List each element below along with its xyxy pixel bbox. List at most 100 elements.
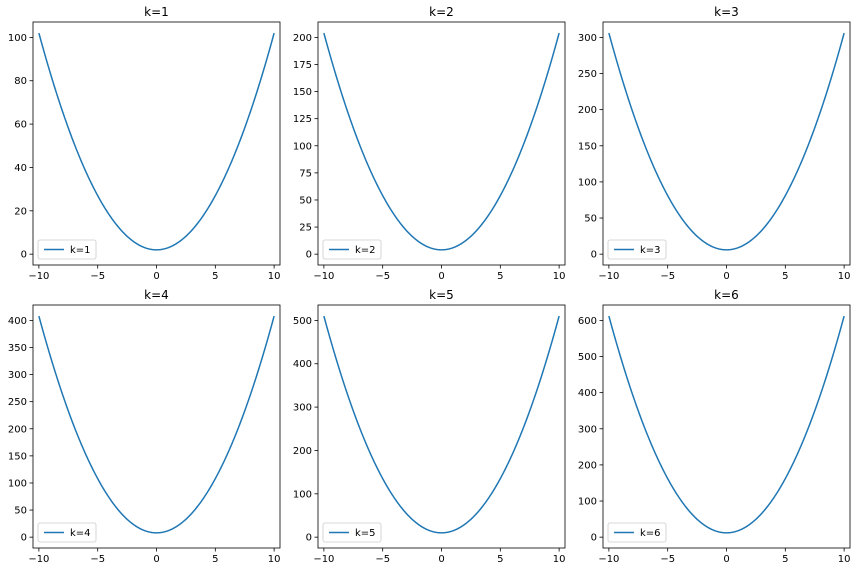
- x-tick-label: −5: [375, 554, 390, 565]
- series-line-k=2: [323, 32, 560, 251]
- y-tick-label: 100: [8, 478, 27, 489]
- x-tick-label: 0: [153, 271, 159, 282]
- subplot-title: k=4: [144, 288, 169, 302]
- legend-label: k=4: [70, 528, 91, 539]
- axes-frame: [317, 304, 566, 549]
- y-tick-label: 100: [578, 497, 597, 508]
- y-tick-label: 100: [293, 489, 312, 500]
- x-tick-label: −10: [313, 271, 334, 282]
- y-tick-label: 250: [8, 397, 27, 408]
- x-tick-label: −5: [660, 554, 675, 565]
- y-tick-label: 500: [293, 316, 312, 327]
- subplot-title: k=5: [429, 288, 454, 302]
- y-tick-label: 0: [306, 533, 312, 544]
- x-tick-label: 10: [268, 554, 281, 565]
- legend: k=5: [322, 522, 382, 543]
- x-tick-label: 0: [438, 271, 444, 282]
- legend-label: k=6: [640, 528, 661, 539]
- legend-label: k=1: [70, 245, 91, 256]
- x-tick-label: −5: [90, 271, 105, 282]
- y-tick-label: 50: [584, 214, 597, 225]
- legend-box: [322, 522, 382, 543]
- legend-box: [37, 239, 97, 260]
- x-tick-label: −10: [28, 554, 49, 565]
- legend-box: [607, 522, 667, 543]
- legend-label: k=5: [355, 528, 376, 539]
- y-tick-label: 300: [578, 33, 597, 44]
- legend: k=3: [607, 239, 667, 260]
- legend-box: [37, 522, 97, 543]
- y-tick-label: 25: [299, 223, 312, 234]
- x-tick-label: 0: [723, 554, 729, 565]
- x-tick-label: 10: [838, 554, 851, 565]
- x-tick-label: 5: [212, 554, 218, 565]
- y-tick-label: 0: [21, 250, 27, 261]
- y-tick-label: 600: [578, 316, 597, 327]
- axes-frame: [32, 21, 281, 266]
- subplot-title: k=6: [714, 288, 739, 302]
- y-tick-label: 150: [8, 451, 27, 462]
- x-tick-label: 10: [268, 271, 281, 282]
- x-tick-label: −5: [660, 271, 675, 282]
- y-tick-label: 250: [578, 69, 597, 80]
- x-tick-label: 5: [212, 271, 218, 282]
- axes-frame: [602, 304, 851, 549]
- axes-frame: [317, 21, 566, 266]
- subplot-title: k=1: [144, 5, 169, 19]
- subplot-title: k=3: [714, 5, 739, 19]
- legend-label: k=2: [355, 245, 376, 256]
- y-tick-label: 200: [8, 424, 27, 435]
- series-line-k=3: [608, 32, 845, 251]
- legend-box: [322, 239, 382, 260]
- series-line-k=4: [38, 315, 275, 534]
- x-tick-label: −10: [28, 271, 49, 282]
- x-tick-label: 10: [553, 271, 566, 282]
- y-tick-label: 150: [578, 141, 597, 152]
- series-line-k=1: [38, 32, 275, 251]
- series-line-k=5: [323, 315, 560, 534]
- x-tick-label: 5: [497, 554, 503, 565]
- y-tick-label: 0: [306, 250, 312, 261]
- y-tick-label: 100: [578, 177, 597, 188]
- x-tick-label: 10: [838, 271, 851, 282]
- x-tick-label: 10: [553, 554, 566, 565]
- y-tick-label: 200: [293, 446, 312, 457]
- x-tick-label: 0: [438, 554, 444, 565]
- y-tick-label: 400: [293, 359, 312, 370]
- legend-label: k=3: [640, 245, 661, 256]
- y-tick-label: 0: [21, 533, 27, 544]
- legend: k=6: [607, 522, 667, 543]
- y-tick-label: 200: [578, 460, 597, 471]
- y-tick-label: 350: [8, 343, 27, 354]
- y-tick-label: 60: [14, 120, 27, 131]
- y-tick-label: 0: [591, 250, 597, 261]
- y-tick-label: 500: [578, 352, 597, 363]
- y-tick-label: 20: [14, 206, 27, 217]
- y-tick-label: 100: [293, 141, 312, 152]
- y-tick-label: 100: [8, 33, 27, 44]
- y-tick-label: 175: [293, 60, 312, 71]
- legend-box: [607, 239, 667, 260]
- y-tick-label: 200: [578, 105, 597, 116]
- y-tick-label: 300: [293, 403, 312, 414]
- y-tick-label: 400: [8, 316, 27, 327]
- legend: k=1: [37, 239, 97, 260]
- y-tick-label: 80: [14, 76, 27, 87]
- x-tick-label: 5: [497, 271, 503, 282]
- y-tick-label: 125: [293, 114, 312, 125]
- legend: k=2: [322, 239, 382, 260]
- y-tick-label: 75: [299, 168, 312, 179]
- y-tick-label: 50: [14, 506, 27, 517]
- subplot-title: k=2: [429, 5, 454, 19]
- y-tick-label: 200: [293, 33, 312, 44]
- x-tick-label: −10: [598, 271, 619, 282]
- x-tick-label: 5: [782, 271, 788, 282]
- y-tick-label: 150: [293, 87, 312, 98]
- x-tick-label: −5: [90, 554, 105, 565]
